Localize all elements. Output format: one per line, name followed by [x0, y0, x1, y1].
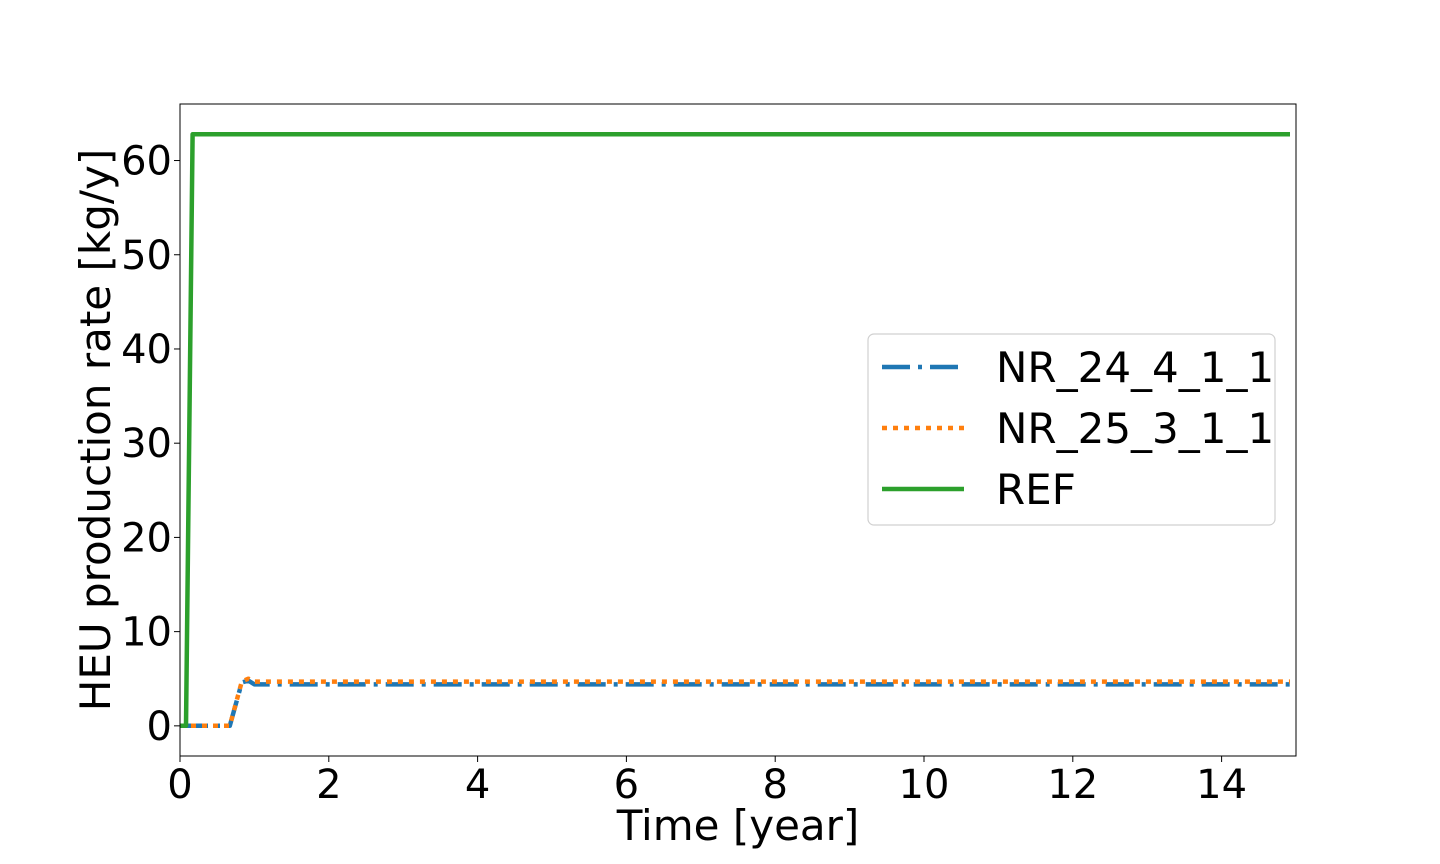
x-axis-label: Time [year] [616, 801, 860, 850]
y-tick-label: 30 [121, 421, 172, 467]
y-tick-label: 40 [121, 327, 172, 373]
x-tick-label: 10 [899, 762, 950, 808]
x-tick-label: 12 [1047, 762, 1098, 808]
y-tick-label: 20 [121, 515, 172, 561]
x-tick-label: 4 [465, 762, 490, 808]
x-axis-ticks: 0 2 4 6 8 10 12 14 [167, 756, 1247, 808]
x-tick-label: 8 [762, 762, 787, 808]
y-tick-label: 60 [121, 139, 172, 185]
series-line-NR_25_3_1_1 [180, 676, 1290, 729]
series-layer [180, 131, 1290, 729]
y-axis-label: HEU production rate [kg/y] [71, 149, 120, 712]
x-tick-label: 6 [614, 762, 639, 808]
y-tick-label: 0 [147, 704, 172, 750]
x-tick-label: 2 [316, 762, 341, 808]
legend-frame [867, 333, 1276, 526]
legend: NR_24_4_1_1 NR_25_3_1_1 REF [867, 333, 1276, 526]
plot-area-frame [179, 103, 1297, 757]
y-tick-label: 10 [121, 610, 172, 656]
y-axis-ticks: 0 10 20 30 40 50 60 [121, 139, 180, 750]
legend-label-REF: REF [996, 465, 1076, 514]
x-tick-label: 14 [1196, 762, 1247, 808]
series-line-REF [180, 131, 1290, 729]
x-tick-label: 0 [167, 762, 192, 808]
series-line-NR_24_4_1_1 [180, 678, 1290, 729]
legend-label-NR_25_3_1_1: NR_25_3_1_1 [996, 404, 1274, 453]
legend-label-NR_24_4_1_1: NR_24_4_1_1 [996, 343, 1274, 392]
y-tick-label: 50 [121, 233, 172, 279]
